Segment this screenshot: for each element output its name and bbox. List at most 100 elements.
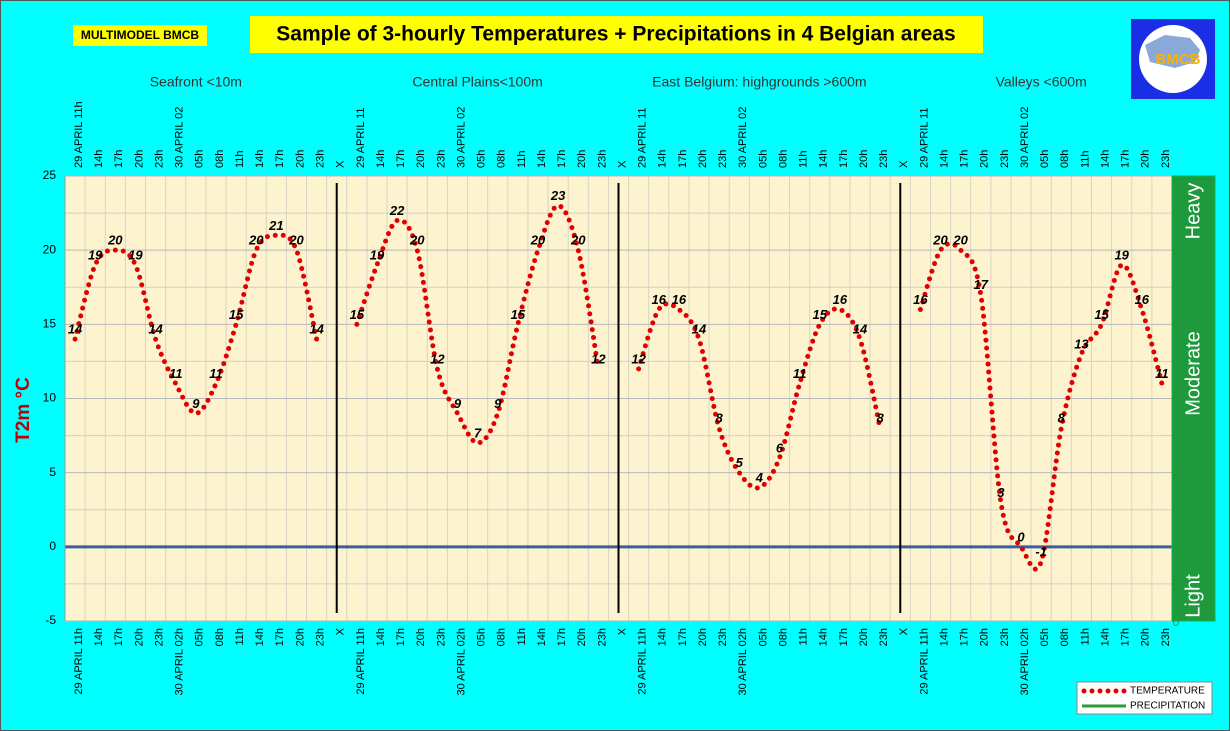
- data-label: 11: [793, 366, 807, 381]
- x-tick-label: 20h: [979, 628, 991, 646]
- data-label: 7: [474, 425, 482, 440]
- data-label: 15: [350, 307, 365, 322]
- top-tick-label: 23h: [314, 150, 326, 168]
- x-tick-label: 05h: [194, 628, 206, 646]
- top-tick-label: 17h: [274, 150, 286, 168]
- data-label: 12: [430, 351, 445, 366]
- x-tick-label: 14h: [818, 628, 830, 646]
- top-tick-label: 14h: [938, 150, 950, 168]
- top-tick-label: 20h: [294, 150, 306, 168]
- header-label: MULTIMODEL BMCB: [81, 28, 200, 42]
- x-tick-label: 23h: [596, 628, 608, 646]
- data-label: 14: [853, 322, 868, 337]
- top-tick-label: 14h: [657, 150, 669, 168]
- legend-box: [1076, 681, 1213, 715]
- x-tick-label: 17h: [395, 628, 407, 646]
- top-tick-label: 29 APRIL 11h: [73, 101, 85, 168]
- x-tick-label: 30 APRIL 02h: [174, 628, 186, 695]
- data-label: 11: [169, 366, 183, 381]
- data-label: 13: [1074, 336, 1089, 351]
- x-tick-label: 23h: [1160, 628, 1172, 646]
- top-tick-label: 17h: [556, 150, 568, 168]
- title-box: [250, 16, 983, 53]
- data-label: 14: [692, 322, 707, 337]
- data-label: 16: [833, 292, 848, 307]
- top-tick-label: 08h: [214, 150, 226, 168]
- x-tick-label: 14h: [938, 628, 950, 646]
- data-label: 15: [229, 307, 244, 322]
- temperature-line: [636, 301, 883, 491]
- top-tick-label: 20h: [1140, 150, 1152, 168]
- top-tick-label: 17h: [838, 150, 850, 168]
- top-tick-label: 11h: [234, 150, 246, 168]
- x-tick-label: 11h: [1079, 628, 1091, 646]
- data-label: 20: [530, 233, 546, 248]
- data-label: 12: [591, 351, 606, 366]
- x-tick-label: 17h: [677, 628, 689, 646]
- y-tick-label: 25: [43, 168, 57, 182]
- top-tick-label: 30 APRIL 02: [1019, 107, 1031, 168]
- x-tick-label: 17h: [1120, 628, 1132, 646]
- x-tick-label: 23h: [717, 628, 729, 646]
- y-tick-label: 10: [43, 391, 57, 405]
- logo-text: BMCB: [1156, 51, 1201, 68]
- x-tick-label: 29 APRIL 11h: [355, 628, 367, 695]
- x-tick-label: 20h: [697, 628, 709, 646]
- top-tick-label: 30 APRIL 02: [455, 107, 467, 168]
- x-tick-label: 29 APRIL 11h: [918, 628, 930, 695]
- data-label: 9: [454, 396, 462, 411]
- x-tick-label: 17h: [274, 628, 286, 646]
- precip-bar: [1171, 175, 1216, 622]
- top-tick-label: 14h: [536, 150, 548, 168]
- data-label: -1: [1035, 544, 1047, 559]
- data-label: 11: [209, 366, 223, 381]
- data-label: 14: [68, 322, 83, 337]
- top-tick-label: 17h: [677, 150, 689, 168]
- top-tick-label: 30 APRIL 02: [174, 107, 186, 168]
- data-label: 14: [148, 322, 163, 337]
- data-label: 16: [672, 292, 687, 307]
- top-tick-label: 20h: [979, 150, 991, 168]
- x-tick-label: 20h: [576, 628, 588, 646]
- x-tick-label: 17h: [959, 628, 971, 646]
- temperature-line: [354, 203, 601, 446]
- top-tick-label: 05h: [757, 150, 769, 168]
- top-tick-label: 08h: [1059, 150, 1071, 168]
- y-tick-label: 15: [43, 317, 57, 331]
- x-tick-label: 11h: [798, 628, 810, 646]
- x-tick-label: 20h: [133, 628, 145, 646]
- top-tick-label: 14h: [375, 150, 387, 168]
- top-tick-label: 14h: [254, 150, 266, 168]
- legend-label: TEMPERATURE: [1130, 686, 1205, 697]
- top-tick-label: 23h: [717, 150, 729, 168]
- temperature-line: [72, 232, 320, 416]
- data-label: 20: [248, 233, 264, 248]
- region-label: Central Plains<100m: [412, 74, 542, 90]
- data-label: 22: [389, 203, 405, 218]
- data-label: 16: [1135, 292, 1150, 307]
- top-tick-label: 05h: [476, 150, 488, 168]
- y-tick-label: -5: [45, 613, 56, 627]
- x-tick-label: 30 APRIL 02h: [455, 628, 467, 695]
- x-tick-label: 14h: [657, 628, 669, 646]
- data-label: 14: [309, 322, 324, 337]
- data-label: 19: [88, 247, 103, 262]
- top-tick-label: 30 APRIL 02: [737, 107, 749, 168]
- x-tick-label: 30 APRIL 02h: [1019, 628, 1031, 695]
- data-label: 3: [997, 485, 1005, 500]
- top-tick-label: 08h: [777, 150, 789, 168]
- x-tick-label: 23h: [435, 628, 447, 646]
- data-label: 20: [288, 233, 304, 248]
- data-label: 19: [1114, 247, 1129, 262]
- data-label: 8: [1058, 411, 1066, 426]
- data-label: 8: [716, 411, 724, 426]
- region-label: Valleys <600m: [996, 74, 1087, 90]
- data-label: 16: [652, 292, 667, 307]
- legend: TEMPERATURE PRECIPITATION: [1081, 686, 1205, 712]
- x-tick-label: 14h: [254, 628, 266, 646]
- logo-map: [1145, 35, 1200, 68]
- data-label: 20: [952, 233, 968, 248]
- data-label: 15: [813, 307, 828, 322]
- data-label: 21: [268, 218, 283, 233]
